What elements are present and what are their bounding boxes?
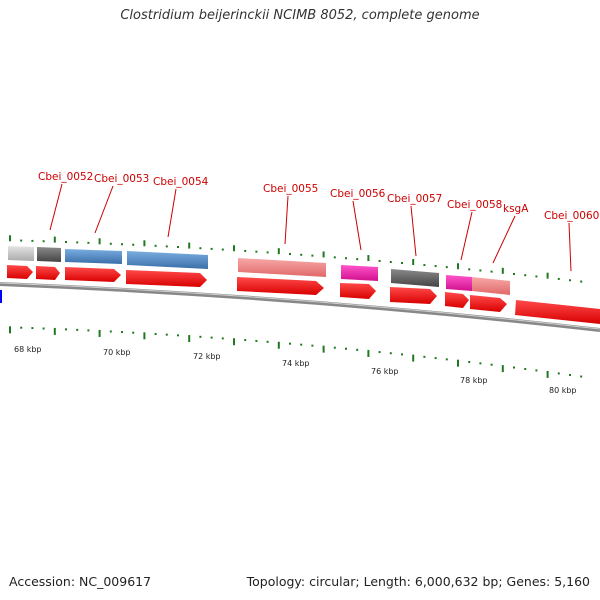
gene-box-lightred-1	[238, 258, 326, 277]
gene-box-steelblue-2	[127, 251, 208, 269]
gene-box-magenta-2	[446, 275, 472, 291]
blue-marker	[0, 290, 2, 303]
genome-backbone	[0, 282, 600, 332]
scale-label-80kbp: 80 kbp	[549, 386, 577, 395]
gene-box-darkgray-1	[37, 247, 61, 262]
cds-arrow	[126, 270, 207, 287]
gene-label-cbei-0054: Cbei_0054	[153, 176, 209, 188]
cds-arrow	[340, 283, 376, 299]
gene-box-lightred-2	[472, 277, 510, 295]
scale-label-74kbp: 74 kbp	[282, 359, 310, 368]
cds-arrow	[515, 300, 600, 324]
gene-box-darkgray-2	[391, 269, 439, 287]
gene-label-cbei-0057: Cbei_0057	[387, 193, 442, 205]
gene-label-cbei-0055: Cbei_0055	[263, 183, 318, 195]
cds-arrow	[470, 295, 507, 312]
cds-arrow	[7, 265, 33, 279]
cds-arrow	[65, 267, 121, 282]
cds-arrow	[390, 287, 437, 304]
scale-label-78kbp: 78 kbp	[460, 376, 488, 385]
cds-arrow	[36, 266, 60, 280]
scale-label-68kbp: 68 kbp	[14, 345, 42, 354]
gene-label-ksga: ksgA	[503, 203, 529, 215]
gene-label-cbei-0060: Cbei_0060	[544, 210, 599, 222]
gene-box-lightgray	[8, 246, 34, 261]
accession-text: Accession: NC_009617	[9, 574, 152, 589]
gene-label-cbei-0058: Cbei_0058	[447, 199, 502, 211]
gene-label-cbei-0053: Cbei_0053	[94, 173, 149, 185]
gene-label-cbei-0052: Cbei_0052	[38, 171, 93, 183]
upper-tick-row	[9, 235, 583, 283]
cds-arrow	[237, 277, 324, 295]
cds-arrow	[445, 292, 469, 308]
map-title: Clostridium beijerinckii NCIMB 8052, com…	[120, 8, 480, 23]
scale-label-76kbp: 76 kbp	[371, 367, 399, 376]
topology-text: Topology: circular; Length: 6,000,632 bp…	[246, 574, 590, 589]
scale-label-72kbp: 72 kbp	[193, 352, 221, 361]
gene-box-magenta-1	[341, 265, 378, 281]
lower-tick-row	[9, 326, 583, 378]
gene-box-steelblue-1	[65, 249, 122, 264]
gene-label-cbei-0056: Cbei_0056	[330, 188, 386, 200]
label-leader-lines	[49, 183, 572, 272]
scale-label-70kbp: 70 kbp	[103, 348, 131, 357]
cds-arrow-track	[7, 265, 600, 324]
gene-feature-track	[8, 246, 510, 295]
